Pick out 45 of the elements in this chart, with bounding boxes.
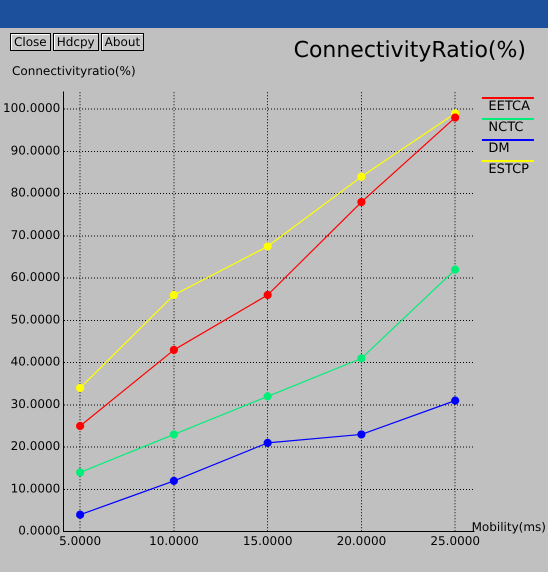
point	[170, 476, 178, 485]
x-axis-title: Mobility(ms)	[472, 520, 546, 534]
point	[264, 392, 272, 400]
point	[357, 172, 366, 181]
x-tick-label: 20.0000	[336, 534, 386, 548]
x-tick-label: 5.0000	[59, 534, 102, 548]
x-tick-label: 15.0000	[242, 534, 292, 548]
y-tick-label: 70.0000	[10, 228, 60, 242]
y-tick-label: 0.0000	[18, 524, 60, 538]
point	[451, 113, 460, 122]
chart-title: ConnectivityRatio(%)	[294, 38, 526, 63]
point	[264, 438, 272, 447]
point	[357, 430, 366, 439]
y-axis-title: Connectivityratio(%)	[12, 64, 136, 78]
x-tick-label: 25.0000	[430, 534, 480, 548]
point	[170, 430, 178, 439]
point	[357, 198, 366, 206]
y-tick-label: 50.0000	[10, 312, 60, 326]
text: Hdcpy	[52, 33, 99, 51]
y-tick-label: 10.0000	[10, 481, 60, 496]
legend-label: EETCA	[488, 98, 530, 114]
point	[76, 510, 84, 519]
legend-label: DM	[488, 140, 510, 156]
y-tick-label: 60.0000	[10, 270, 60, 284]
point	[170, 346, 178, 354]
y-tick-label: 30.0000	[10, 396, 60, 411]
point	[170, 290, 178, 300]
point	[76, 422, 84, 430]
point	[76, 468, 84, 477]
y-tick-label: 100.0000	[2, 101, 60, 116]
point	[451, 266, 460, 274]
y-tick-label: 40.0000	[10, 354, 60, 369]
point	[357, 354, 366, 362]
point	[264, 242, 272, 251]
point	[451, 396, 460, 405]
x-tick-label: 10.0000	[149, 534, 199, 548]
point	[76, 384, 84, 392]
y-tick-label: 20.0000	[10, 439, 60, 454]
y-tick-label: 90.0000	[10, 143, 60, 158]
text: About	[100, 33, 144, 51]
legend-label: NCTC	[488, 120, 524, 135]
y-tick-label: 80.0000	[10, 186, 60, 200]
legend-label: ESTCP	[488, 162, 530, 177]
point	[264, 290, 272, 300]
text: Close	[10, 33, 51, 51]
